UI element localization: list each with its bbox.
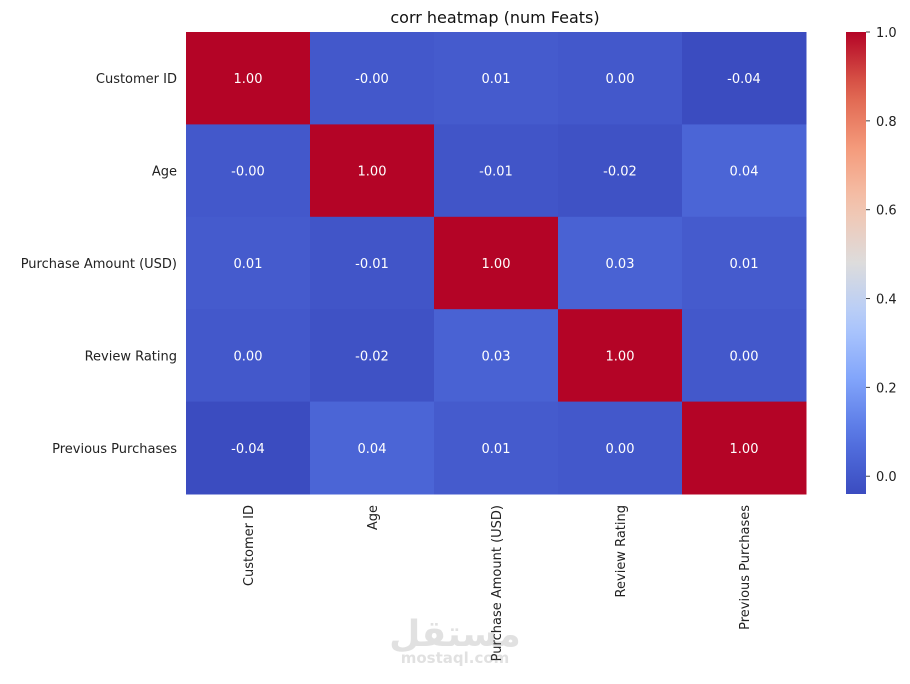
cell-annotation: -0.02: [355, 349, 389, 364]
column-label: Age: [366, 505, 381, 530]
cell-annotation: 0.00: [606, 72, 635, 87]
cell-annotation: -0.04: [231, 442, 265, 457]
column-label: Purchase Amount (USD): [490, 505, 505, 661]
colorbar-tick-label: 0.0: [876, 470, 897, 485]
heatmap-cell: [310, 309, 435, 403]
cell-annotation: 1.00: [730, 442, 759, 457]
heatmap-cell: [186, 309, 311, 403]
row-label: Review Rating: [85, 349, 177, 364]
heatmap-cell: [186, 32, 311, 125]
cell-annotation: -0.01: [355, 257, 389, 272]
heatmap-cell: [682, 124, 807, 218]
watermark: مستقل mostaql.com: [389, 614, 521, 667]
cell-annotation: 0.04: [358, 442, 387, 457]
cell-annotation: 0.03: [606, 257, 635, 272]
row-label: Age: [152, 165, 177, 180]
heatmap-cell: [434, 309, 559, 403]
cell-annotation: 1.00: [606, 349, 635, 364]
colorbar-tick-label: 0.2: [876, 381, 897, 396]
heatmap-cell: [682, 216, 807, 310]
heatmap-annotations: 1.00 -0.00 0.01 0.00 -0.04 -0.00 1.00 -0.01 -0.0…: [231, 72, 761, 457]
heatmap-cell: [558, 124, 683, 218]
column-label: Customer ID: [242, 505, 257, 586]
row-label: Previous Purchases: [52, 442, 177, 457]
heatmap-cell: [682, 32, 807, 125]
heatmap-cell: [558, 309, 683, 403]
colorbar-tick-label: 0.6: [876, 204, 897, 219]
heatmap-cell: [310, 124, 435, 218]
heatmap-cell: [434, 32, 559, 125]
cell-annotation: -0.04: [727, 72, 761, 87]
cell-annotation: 0.04: [730, 165, 759, 180]
cell-annotation: 0.01: [234, 257, 263, 272]
cell-annotation: -0.02: [603, 165, 637, 180]
heatmap-cell: [434, 216, 559, 310]
colorbar: 0.0 0.2 0.4 0.6 0.8 1.0: [846, 26, 897, 494]
heatmap-cell: [434, 401, 559, 495]
column-label: Previous Purchases: [738, 505, 753, 630]
colorbar-gradient: [846, 32, 866, 494]
cell-annotation: 0.01: [482, 442, 511, 457]
colorbar-ticks: 0.0 0.2 0.4 0.6 0.8 1.0: [866, 26, 897, 485]
heatmap-cell: [310, 216, 435, 310]
row-label: Purchase Amount (USD): [21, 257, 177, 272]
colorbar-tick-label: 1.0: [876, 26, 897, 41]
heatmap-cell: [310, 32, 435, 125]
colorbar-tick-label: 0.4: [876, 293, 897, 308]
column-label: Review Rating: [614, 505, 629, 597]
heatmap-cell: [558, 32, 683, 125]
row-label: Customer ID: [96, 72, 177, 87]
heatmap-cell: [682, 401, 807, 495]
watermark-url: mostaql.com: [401, 649, 510, 667]
column-labels: Customer ID Age Purchase Amount (USD) Revie…: [242, 505, 753, 662]
cell-annotation: 0.03: [482, 349, 511, 364]
chart-title: corr heatmap (num Feats): [390, 8, 599, 27]
heatmap-cell: [186, 216, 311, 310]
heatmap-cell: [310, 401, 435, 495]
colorbar-tick-label: 0.8: [876, 115, 897, 130]
cell-annotation: 1.00: [358, 165, 387, 180]
cell-annotation: 0.01: [482, 72, 511, 87]
cell-annotation: 1.00: [482, 257, 511, 272]
cell-annotation: -0.00: [355, 72, 389, 87]
row-labels: Customer ID Age Purchase Amount (USD) Revie…: [21, 72, 178, 457]
heatmap-cell: [186, 401, 311, 495]
watermark-logo: مستقل: [389, 614, 521, 655]
heatmap-cell: [186, 124, 311, 218]
cell-annotation: 0.00: [730, 349, 759, 364]
cell-annotation: -0.00: [231, 165, 265, 180]
cell-annotation: -0.01: [479, 165, 513, 180]
cell-annotation: 0.01: [730, 257, 759, 272]
heatmap-cell: [558, 401, 683, 495]
heatmap-cells: [186, 32, 807, 495]
cell-annotation: 0.00: [234, 349, 263, 364]
heatmap-cell: [682, 309, 807, 403]
heatmap-cell: [434, 124, 559, 218]
cell-annotation: 1.00: [234, 72, 263, 87]
heatmap-cell: [558, 216, 683, 310]
cell-annotation: 0.00: [606, 442, 635, 457]
